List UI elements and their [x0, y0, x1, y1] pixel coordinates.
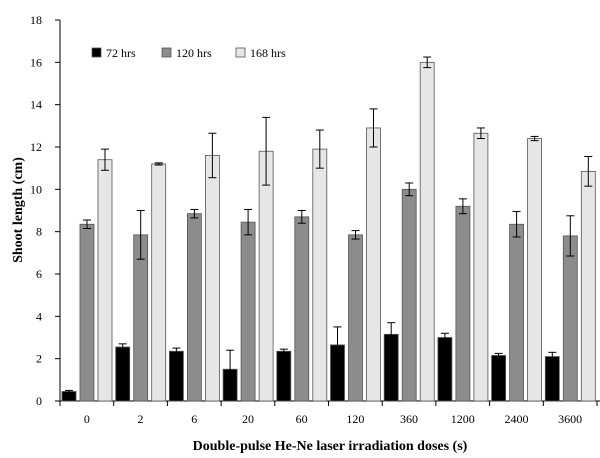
x-tick-label: 2400	[504, 412, 528, 426]
x-tick-label: 120	[346, 412, 364, 426]
y-axis-label: Shoot length (cm)	[11, 157, 26, 263]
x-axis-ticks: 0 2 6 20 60 120 360 1200 2400 3600	[59, 401, 598, 426]
x-tick-label: 360	[400, 412, 418, 426]
plot-area	[59, 20, 600, 402]
y-axis-ticks: 0 2 4 6 8 10 12 14 16 18	[30, 13, 60, 408]
y-tick-label: 12	[30, 140, 42, 154]
legend-swatch	[235, 47, 246, 58]
legend-swatch	[91, 47, 102, 58]
legend-label: 72 hrs	[106, 46, 136, 60]
legend-label: 120 hrs	[176, 46, 212, 60]
bar	[562, 235, 578, 402]
legend: 72 hrs 120 hrs 168 hrs	[91, 46, 286, 60]
x-axis-label: Double-pulse He-Ne laser irradiation dos…	[193, 439, 468, 454]
x-tick-label: 3600	[558, 412, 582, 426]
bar	[527, 138, 542, 402]
x-tick-label: 2	[138, 412, 144, 426]
y-tick-label: 14	[30, 98, 42, 112]
y-tick-label: 2	[36, 352, 42, 366]
x-tick-label: 0	[84, 412, 90, 426]
y-tick-label: 0	[36, 394, 42, 408]
bar	[348, 234, 363, 402]
x-tick-label: 6	[191, 412, 197, 426]
bar	[258, 150, 274, 402]
x-tick-label: 60	[296, 412, 308, 426]
bar	[79, 223, 95, 402]
y-tick-label: 18	[30, 13, 42, 27]
bar	[294, 216, 310, 402]
bar	[115, 346, 131, 402]
y-tick-label: 16	[30, 55, 42, 69]
y-tick-label: 8	[36, 225, 42, 239]
bar	[151, 163, 167, 402]
bar	[580, 170, 596, 402]
bar	[437, 337, 453, 402]
bar	[509, 223, 525, 402]
y-tick-label: 10	[30, 182, 42, 196]
y-tick-label: 6	[36, 267, 42, 281]
bar	[419, 61, 435, 402]
bar	[401, 188, 417, 402]
bar	[97, 159, 113, 402]
legend-swatch	[161, 47, 172, 58]
bar	[455, 205, 471, 402]
x-tick-label: 20	[242, 412, 254, 426]
bar	[240, 221, 256, 402]
bar	[491, 355, 507, 402]
legend-label: 168 hrs	[250, 46, 286, 60]
bar	[168, 350, 184, 402]
bar	[312, 148, 328, 402]
bar	[276, 350, 292, 402]
bar	[204, 155, 220, 402]
bar	[133, 234, 149, 402]
bar	[473, 132, 489, 402]
bar	[186, 213, 202, 402]
x-tick-label: 1200	[451, 412, 475, 426]
bar	[544, 356, 560, 402]
y-tick-label: 4	[36, 309, 42, 323]
bar	[366, 127, 381, 402]
